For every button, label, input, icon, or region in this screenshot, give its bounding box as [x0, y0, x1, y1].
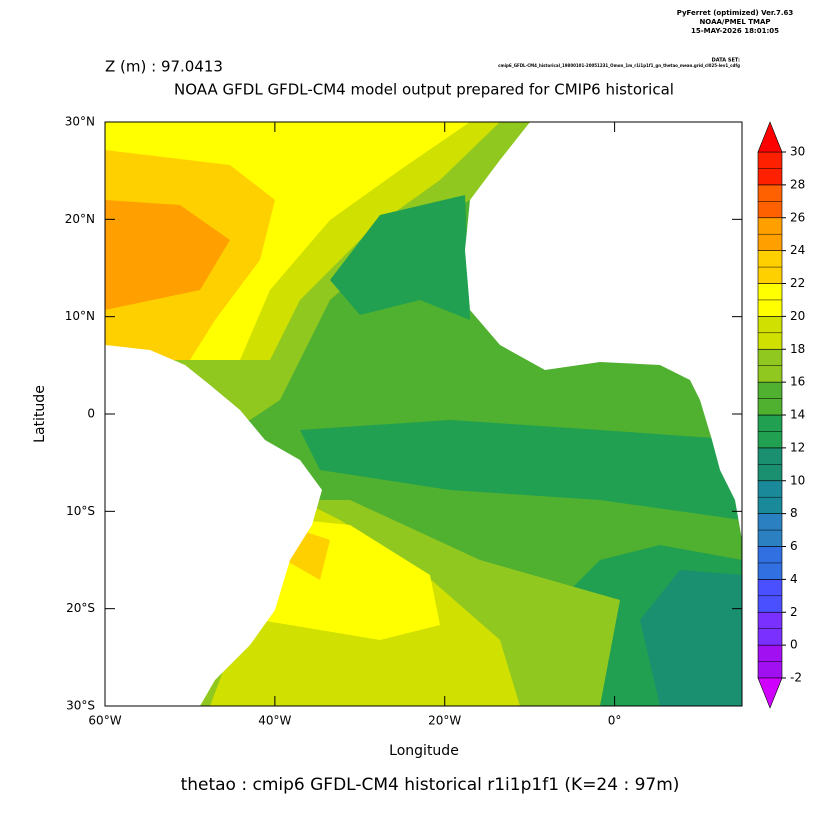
colorbar-label: 6: [790, 539, 798, 553]
y-tick-label: 10°N: [65, 309, 95, 323]
colorbar-label: 10: [790, 473, 805, 487]
y-tick-label: 30°S: [66, 699, 95, 713]
colorbar-over: [757, 121, 783, 153]
colorbar-label: 12: [790, 440, 805, 454]
colorbar-label: 26: [790, 210, 805, 224]
colorbar-label: 0: [790, 638, 798, 652]
footer: thetao : cmip6 GFDL-CM4 historical r1i1p…: [181, 775, 680, 795]
y-tick-label: 20°S: [66, 601, 95, 615]
y-tick-label: 0: [87, 407, 95, 421]
software: PyFerret (optimized) Ver.7.63: [677, 9, 794, 17]
y-tick-label: 30°N: [65, 115, 95, 129]
colorbar-label: 4: [790, 572, 798, 586]
colorbar-label: 28: [790, 177, 805, 191]
colorbar-label: 24: [790, 243, 805, 257]
colorbar-label: 18: [790, 342, 805, 356]
timestamp: 15-MAY-2026 18:01:05: [691, 27, 779, 35]
colorbar-label: 14: [790, 408, 805, 422]
colorbar-label: 16: [790, 375, 805, 389]
colorbar-label: 20: [790, 309, 805, 323]
chart-title: NOAA GFDL GFDL-CM4 model output prepared…: [174, 81, 674, 99]
y-tick-label: 10°S: [66, 504, 95, 518]
colorbar-label: 22: [790, 276, 805, 290]
x-axis-label: Longitude: [389, 743, 459, 759]
y-axis-label: Latitude: [32, 385, 48, 443]
colorbar-label: -2: [790, 671, 802, 685]
dataset-label: DATA SET:: [712, 58, 740, 64]
x-tick-label: 60°W: [88, 714, 121, 728]
organization: NOAA/PMEL TMAP: [699, 18, 770, 26]
x-tick-label: 0°: [608, 714, 622, 728]
x-tick-label: 20°W: [428, 714, 461, 728]
colorbar-label: 2: [790, 605, 798, 619]
temperature-field: [105, 122, 742, 706]
x-tick-label: 40°W: [258, 714, 291, 728]
colorbar-under: [757, 677, 783, 709]
colorbar-label: 30: [790, 145, 805, 159]
y-tick-label: 20°N: [65, 212, 95, 226]
colorbar-label: 8: [790, 506, 798, 520]
dataset: cmip6_GFDL-CM4_historical_19800101-20051…: [498, 63, 740, 68]
subtitle: Z (m) : 97.0413: [105, 58, 223, 76]
